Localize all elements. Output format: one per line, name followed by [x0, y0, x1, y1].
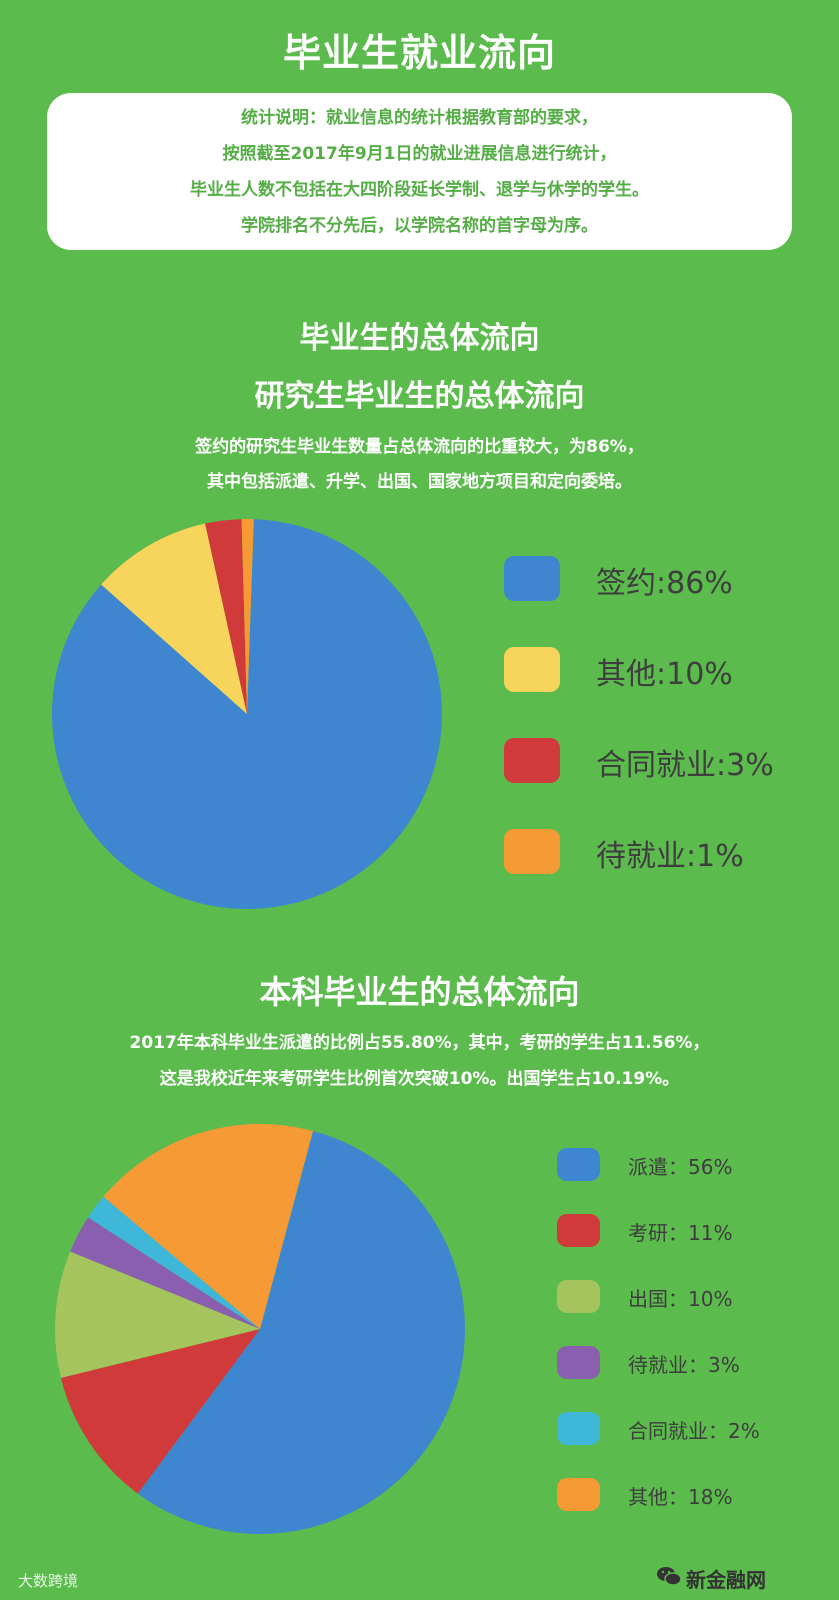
section-heading: 毕业生的总体流向 [299, 321, 540, 356]
grad-legend-swatch-2 [504, 738, 560, 783]
grad-legend-label-1: 其他:10% [596, 657, 733, 692]
note-line: 统计说明：就业信息的统计根据教育部的要求， [241, 108, 598, 128]
grad-desc-line: 其中包括派遣、升学、出国、国家地方项目和定向委培。 [207, 472, 632, 492]
note-line: 毕业生人数不包括在大四阶段延长学制、退学与休学的学生。 [190, 180, 649, 200]
undergrad-legend-swatch-2 [557, 1280, 600, 1313]
note-line: 学院排名不分先后，以学院名称的首字母为序。 [241, 216, 598, 236]
undergrad-legend-swatch-5 [557, 1478, 600, 1511]
undergrad-legend-swatch-0 [557, 1148, 600, 1181]
undergrad-desc-line: 2017年本科毕业生派遣的比例占55.80%，其中，考研的学生占11.56%， [129, 1033, 710, 1053]
grad-pie-slice-0 [51, 519, 442, 909]
grad-legend-swatch-0 [504, 556, 560, 601]
grad-legend-swatch-1 [504, 647, 560, 692]
wechat-icon [657, 1567, 682, 1586]
undergrad-pie-slice-5 [103, 1123, 314, 1329]
undergrad-pie-slice-0 [137, 1130, 465, 1534]
undergrad-legend-swatch-1 [557, 1214, 600, 1247]
undergrad-legend-label-3: 待就业：3% [628, 1353, 740, 1377]
undergrad-heading: 本科毕业生的总体流向 [259, 973, 580, 1011]
undergrad-legend-label-1: 考研：11% [628, 1221, 733, 1245]
grad-heading: 研究生毕业生的总体流向 [254, 379, 585, 414]
undergrad-pie-slice-1 [60, 1329, 260, 1494]
grad-legend-label-0: 签约:86% [596, 566, 733, 601]
undergrad-legend-label-0: 派遣：56% [628, 1155, 733, 1179]
undergrad-legend-label-2: 出国：10% [628, 1287, 733, 1311]
undergrad-legend-label-4: 合同就业：2% [628, 1419, 760, 1443]
statistics-note-box: 统计说明：就业信息的统计根据教育部的要求， 按照截至2017年9月1日的就业进展… [47, 93, 792, 250]
grad-legend-label-2: 合同就业:3% [596, 748, 774, 783]
note-line: 按照截至2017年9月1日的就业进展信息进行统计， [222, 144, 617, 164]
grad-legend-label-3: 待就业:1% [596, 839, 744, 874]
page-title: 毕业生就业流向 [282, 31, 556, 75]
undergrad-legend-swatch-4 [557, 1412, 600, 1445]
undergrad-desc-line: 这是我校近年来考研学生比例首次突破10%。出国学生占10.19%。 [159, 1069, 680, 1089]
undergrad-legend-swatch-3 [557, 1346, 600, 1379]
undergrad-pie-slice-2 [54, 1251, 261, 1378]
undergrad-pie-slice-3 [70, 1217, 260, 1329]
grad-desc-line: 签约的研究生毕业生数量占总体流向的比重较大，为86%， [195, 437, 644, 457]
grad-pie-slice-2 [205, 519, 247, 714]
grad-pie-slice-3 [241, 519, 254, 714]
grad-pie-slice-1 [101, 523, 247, 714]
undergrad-pie-slice-4 [88, 1196, 260, 1329]
grad-legend-swatch-3 [504, 829, 560, 874]
footer-watermark-right: 新金融网 [686, 1568, 766, 1592]
footer-watermark-left: 大数跨境 [18, 1572, 79, 1590]
undergrad-legend-label-5: 其他：18% [628, 1485, 733, 1509]
